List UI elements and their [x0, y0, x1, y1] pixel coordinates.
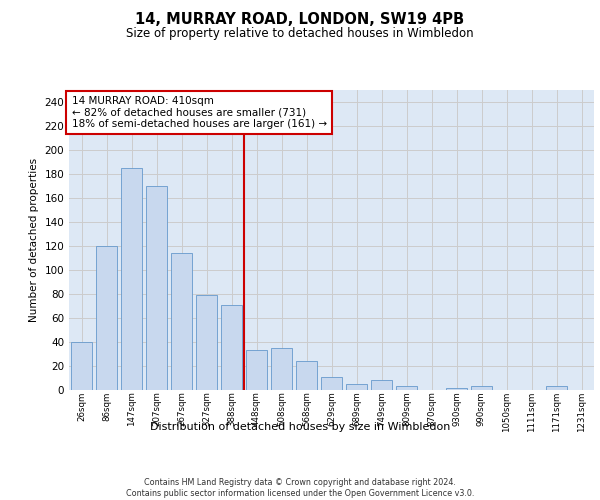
Bar [446, 388, 467, 390]
Text: Size of property relative to detached houses in Wimbledon: Size of property relative to detached ho… [126, 28, 474, 40]
Bar [96, 246, 117, 390]
Y-axis label: Number of detached properties: Number of detached properties [29, 158, 39, 322]
Bar [196, 295, 217, 390]
Bar [546, 386, 567, 390]
Bar [146, 186, 167, 390]
Text: Distribution of detached houses by size in Wimbledon: Distribution of detached houses by size … [150, 422, 450, 432]
Text: Contains HM Land Registry data © Crown copyright and database right 2024.
Contai: Contains HM Land Registry data © Crown c… [126, 478, 474, 498]
Text: 14 MURRAY ROAD: 410sqm
← 82% of detached houses are smaller (731)
18% of semi-de: 14 MURRAY ROAD: 410sqm ← 82% of detached… [71, 96, 326, 129]
Bar [321, 377, 342, 390]
Bar [246, 350, 267, 390]
Bar [71, 342, 92, 390]
Bar [396, 386, 417, 390]
Bar [371, 380, 392, 390]
Bar [346, 384, 367, 390]
Bar [121, 168, 142, 390]
Text: 14, MURRAY ROAD, LONDON, SW19 4PB: 14, MURRAY ROAD, LONDON, SW19 4PB [136, 12, 464, 28]
Bar [171, 253, 192, 390]
Bar [271, 348, 292, 390]
Bar [296, 361, 317, 390]
Bar [471, 386, 492, 390]
Bar [221, 305, 242, 390]
